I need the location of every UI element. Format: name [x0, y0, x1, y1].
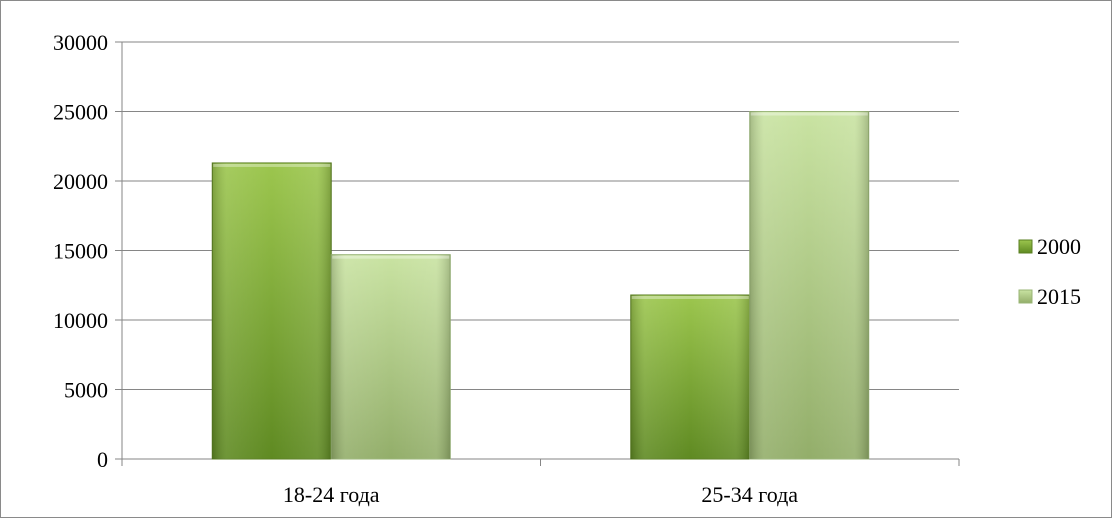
- x-tick-label: 18-24 года: [283, 482, 380, 507]
- bar-highlight: [750, 112, 868, 116]
- bar-highlight: [332, 255, 450, 259]
- legend-label: 2000: [1037, 234, 1081, 259]
- bar-2000-2: [630, 294, 751, 460]
- y-tick-label: 20000: [53, 169, 108, 194]
- legend-item-2015: 2015: [1018, 284, 1081, 309]
- y-tick-label: 25000: [53, 100, 108, 125]
- tick-labels: 0 5000 10000 15000 20000 25000 30000 18-24 года…: [53, 30, 798, 507]
- legend-swatch: [1018, 239, 1033, 254]
- bar-2000-1: [211, 162, 332, 460]
- legend-label: 2015: [1037, 284, 1081, 309]
- bars: [211, 111, 870, 460]
- y-tick-label: 0: [97, 447, 108, 472]
- y-tick-label: 10000: [53, 308, 108, 333]
- legend-swatch: [1018, 289, 1033, 304]
- y-tick-label: 5000: [64, 378, 108, 403]
- bar-shading: [749, 111, 869, 459]
- y-tick-label: 15000: [53, 239, 108, 264]
- bar-highlight: [631, 295, 749, 299]
- legend: 2000 2015: [1018, 234, 1081, 309]
- y-tick-label: 30000: [53, 30, 108, 55]
- bar-highlight: [213, 163, 331, 167]
- bar-2015-1: [330, 254, 451, 460]
- bar-2015-2: [749, 111, 870, 460]
- x-tick-label: 25-34 года: [701, 482, 798, 507]
- bar-shading: [630, 294, 750, 459]
- bar-shading: [212, 162, 332, 459]
- legend-item-2000: 2000: [1018, 234, 1081, 259]
- bar-shading: [331, 254, 451, 459]
